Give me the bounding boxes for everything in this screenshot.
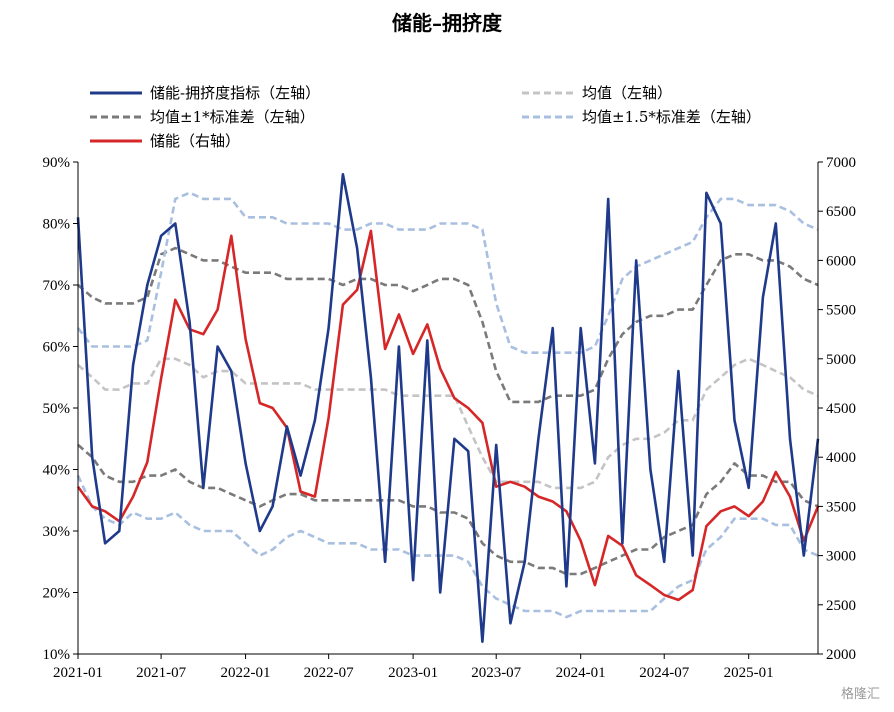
series-mean	[77, 357, 819, 490]
left-tick-label: 80%	[43, 217, 71, 233]
right-tick-label: 2500	[826, 598, 856, 614]
right-tick-label: 4000	[826, 450, 856, 466]
x-tick-label: 2024-07	[639, 665, 689, 681]
series-mean-minus-1std	[77, 443, 819, 576]
watermark-text: 格隆汇	[841, 686, 880, 702]
legend-item-std1: 均值±1*标准差（左轴）	[90, 108, 315, 126]
right-tick-label: 6000	[826, 253, 856, 269]
right-tick-label: 6500	[826, 204, 856, 220]
right-tick-label: 7000	[826, 155, 856, 171]
left-tick-label: 30%	[43, 524, 71, 540]
legend-label-storage: 储能（右轴）	[150, 132, 240, 150]
series-mean-plus-1-5std	[76, 191, 819, 354]
legend-label-crowding: 储能-拥挤度指标（左轴）	[150, 84, 320, 102]
right-tick-label: 5500	[826, 303, 856, 319]
plot-area	[76, 173, 820, 643]
x-tick-label: 2024-01	[556, 665, 606, 681]
chart-title: 储能–拥挤度	[392, 11, 503, 35]
left-tick-label: 10%	[43, 647, 71, 663]
x-tick-label: 2021-01	[53, 665, 103, 681]
left-tick-label: 50%	[43, 401, 71, 417]
x-tick-label: 2023-07	[471, 665, 521, 681]
left-tick-label: 60%	[43, 340, 71, 356]
x-tick-label: 2021-07	[136, 665, 186, 681]
series-crowding-index	[76, 173, 820, 643]
legend-label-mean: 均值（左轴）	[582, 84, 672, 102]
right-tick-label: 3000	[826, 549, 856, 565]
legend-item-crowding: 储能-拥挤度指标（左轴）	[90, 84, 320, 102]
legend-item-std15: 均值±1.5*标准差（左轴）	[522, 108, 761, 126]
right-tick-label: 4500	[826, 401, 856, 417]
x-tick-label: 2022-07	[304, 665, 354, 681]
right-tick-label: 3500	[826, 499, 856, 515]
x-tick-label: 2022-01	[221, 665, 271, 681]
right-tick-label: 5000	[826, 352, 856, 368]
right-tick-label: 2000	[826, 647, 856, 663]
left-tick-label: 40%	[43, 463, 71, 479]
left-tick-label: 90%	[43, 155, 71, 171]
series-mean-plus-1std	[77, 246, 819, 404]
legend-item-storage: 储能（右轴）	[90, 132, 240, 150]
legend-item-mean: 均值（左轴）	[522, 84, 672, 102]
x-tick-label: 2023-01	[388, 665, 438, 681]
x-tick-label: 2025-01	[724, 665, 774, 681]
left-tick-label: 20%	[43, 586, 71, 602]
legend-label-std15: 均值±1.5*标准差（左轴）	[582, 108, 761, 126]
legend-label-std1: 均值±1*标准差（左轴）	[150, 108, 315, 126]
axes: 10% 20% 30% 40% 50% 60% 70% 80% 90% 2000 2500 3000 3…	[43, 155, 857, 681]
legend: 储能-拥挤度指标（左轴） 均值（左轴） 均值±1*标准差（左轴） 均值±1.5*…	[90, 84, 761, 150]
left-tick-label: 70%	[43, 278, 71, 294]
series-storage-price	[76, 229, 820, 602]
